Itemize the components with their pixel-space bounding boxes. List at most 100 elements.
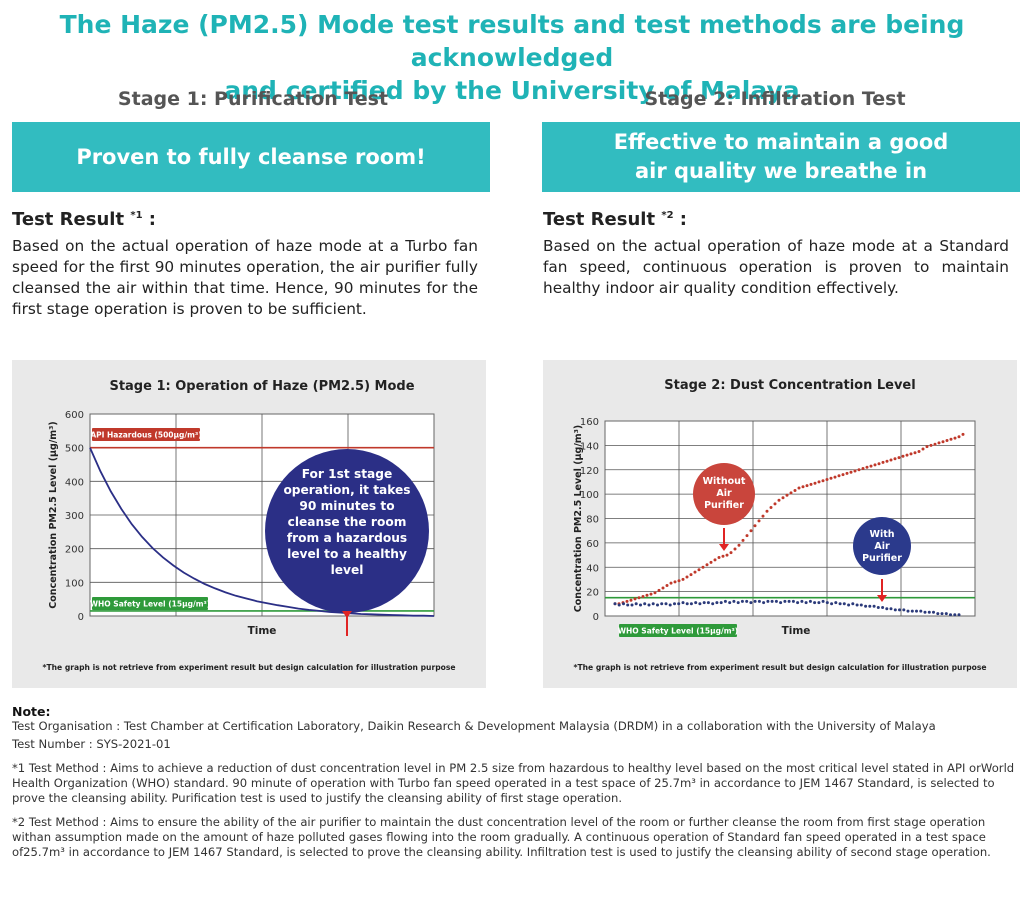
data-point — [723, 599, 727, 603]
data-point — [753, 599, 757, 603]
data-point — [961, 432, 965, 436]
arrow-head — [342, 611, 352, 618]
data-point — [719, 601, 723, 605]
callout-bubble — [265, 449, 429, 613]
data-point — [809, 482, 813, 486]
notes-test-method-2: *2 Test Method : Aims to ensure the abil… — [12, 815, 991, 859]
data-point — [745, 534, 749, 538]
data-point — [745, 599, 749, 603]
data-point — [653, 591, 657, 595]
data-point — [706, 601, 710, 605]
data-point — [797, 486, 801, 490]
data-point — [630, 603, 634, 607]
data-point — [944, 612, 948, 616]
data-point — [929, 443, 933, 447]
data-point — [949, 437, 953, 441]
y-tick-label: 140 — [580, 441, 599, 452]
data-point — [651, 602, 655, 606]
stage2-chart-panel: Stage 2: Dust Concentration Level 0 20 40 60… — [543, 360, 1017, 688]
chart-title: Stage 1: Operation of Haze (PM2.5) Mode — [109, 379, 414, 394]
data-point — [698, 602, 702, 606]
data-point — [817, 480, 821, 484]
callout-text-line: Purifier — [704, 500, 744, 511]
data-point — [905, 453, 909, 457]
data-point — [749, 529, 753, 533]
data-point — [941, 440, 945, 444]
stage1-chart-panel: Stage 1: Operation of Haze (PM2.5) Mode 0… — [12, 360, 486, 688]
reference-label-box — [92, 597, 208, 610]
data-point — [677, 602, 681, 606]
data-point — [902, 608, 906, 612]
data-point — [697, 568, 701, 572]
chart-footnote: *The graph is not retrieve from experime… — [573, 663, 986, 672]
data-point — [649, 592, 653, 596]
data-point — [885, 607, 889, 611]
stage2-result-suffix: : — [673, 209, 687, 230]
data-point — [689, 573, 693, 577]
reference-label: API Hazardous (500μg/m³) — [90, 431, 201, 440]
x-axis-label: Time — [248, 625, 277, 637]
data-point — [629, 598, 633, 602]
y-tick-label: 120 — [580, 466, 599, 477]
y-tick-label: 100 — [580, 490, 599, 501]
stage1-result-label: Test Result — [12, 209, 125, 230]
data-point — [781, 496, 785, 500]
data-point — [693, 570, 697, 574]
data-point — [861, 467, 865, 470]
data-point — [925, 445, 929, 449]
data-point — [766, 599, 770, 603]
stage1-banner: Proven to fully cleanse room! — [12, 122, 490, 192]
callout-text-line: With — [869, 529, 894, 540]
data-point — [613, 602, 617, 606]
data-point — [804, 601, 808, 605]
data-point — [665, 584, 669, 587]
data-point — [877, 462, 881, 466]
data-point — [805, 484, 809, 488]
arrow-head — [719, 544, 729, 551]
y-axis-label: Concentration PM2.5 Level (μg/m³) — [48, 421, 59, 608]
callout-text-line: operation, it takes — [283, 483, 410, 497]
data-point — [869, 464, 873, 468]
data-point — [725, 553, 729, 557]
y-tick-label: 0 — [78, 612, 84, 623]
y-tick-label: 0 — [593, 612, 599, 623]
stage2-result-text: Based on the actual operation of haze mo… — [543, 237, 1009, 297]
stage2-heading: Stage 2: Infiltration Test — [644, 88, 906, 110]
stage2-banner-line-2: air quality we breathe in — [634, 159, 928, 183]
data-point — [957, 613, 961, 617]
data-point — [641, 595, 645, 598]
data-point — [617, 603, 621, 607]
data-point — [793, 489, 797, 492]
notes-test-organisation: Test Organisation : Test Chamber at Cert… — [12, 719, 936, 733]
data-point — [643, 602, 647, 606]
notes-test-number: Test Number : SYS-2021-01 — [12, 737, 171, 751]
y-tick-label: 400 — [65, 477, 84, 488]
data-point — [715, 601, 719, 605]
data-point — [705, 563, 709, 567]
data-point — [668, 603, 672, 607]
data-point — [625, 599, 629, 603]
data-point — [885, 459, 889, 463]
y-tick-label: 160 — [580, 417, 599, 428]
data-point — [681, 577, 685, 581]
notes-test-method-1: *1 Test Method : Aims to achieve a reduc… — [12, 761, 1015, 805]
y-tick-label: 20 — [586, 588, 599, 599]
data-point — [949, 613, 952, 617]
data-point — [801, 485, 805, 489]
data-point — [669, 581, 673, 585]
data-point — [841, 473, 845, 477]
stage1-result-mark: *1 — [130, 210, 143, 221]
data-point — [834, 601, 838, 605]
data-point — [957, 435, 961, 439]
y-tick-label: 300 — [65, 511, 84, 522]
stage1-result-suffix: : — [142, 209, 156, 230]
data-point — [937, 441, 941, 445]
x-axis-label: Time — [782, 625, 811, 637]
data-point — [761, 514, 765, 518]
data-point — [847, 603, 851, 607]
page-title-line-1: The Haze (PM2.5) Mode test results and t… — [59, 10, 965, 72]
data-point — [825, 478, 829, 481]
data-point — [855, 603, 859, 607]
stage2-banner-line-1: Effective to maintain a good — [613, 130, 949, 154]
data-point — [936, 612, 940, 616]
